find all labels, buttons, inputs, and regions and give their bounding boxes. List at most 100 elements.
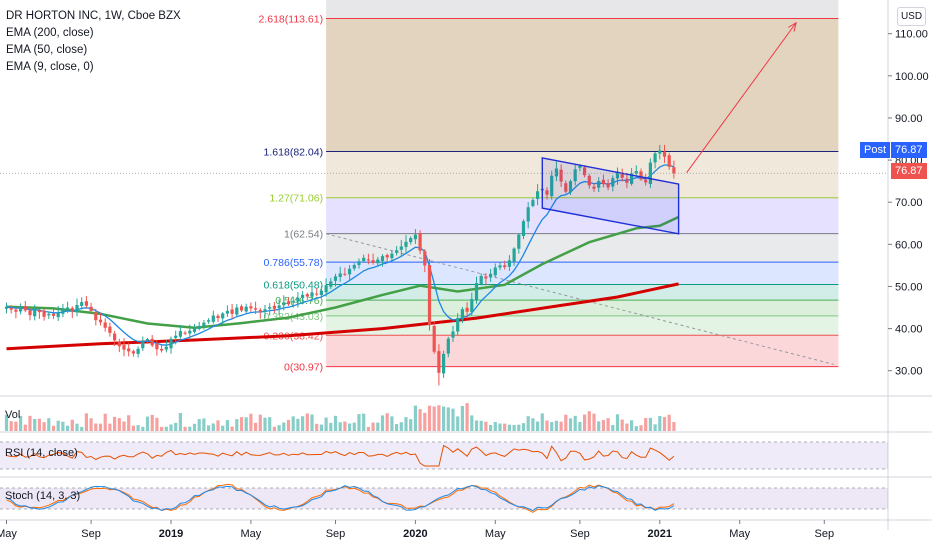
candle-body	[493, 267, 497, 276]
candle-body	[258, 309, 262, 313]
fib-zone	[326, 284, 839, 301]
volume-bar	[658, 415, 662, 431]
candle-body	[376, 259, 380, 264]
volume-bar	[634, 426, 638, 431]
candle-body	[550, 175, 554, 197]
candle-body	[183, 332, 187, 334]
volume-bar	[282, 422, 286, 431]
volume-bar	[286, 419, 291, 431]
candle-body	[484, 276, 488, 279]
volume-bar	[357, 414, 361, 431]
rsi-pane-label[interactable]: RSI (14, close)	[5, 447, 78, 459]
volume-bar	[564, 414, 568, 431]
candle-body	[127, 348, 131, 352]
rsi-band	[0, 442, 888, 469]
candle-body	[160, 348, 164, 351]
candle-body	[286, 301, 291, 305]
candle-body	[70, 308, 74, 312]
candle-body	[380, 256, 385, 262]
volume-pane-label[interactable]: Vol	[5, 409, 21, 421]
candle-body	[84, 301, 88, 306]
candle-body	[512, 248, 516, 262]
candle-body	[136, 348, 140, 354]
candle-body	[371, 260, 375, 263]
candle-body	[498, 265, 502, 268]
candle-body	[145, 339, 150, 341]
candle-body	[554, 168, 558, 177]
candle-body	[230, 309, 234, 314]
candle-body	[536, 191, 540, 199]
x-tick-label: May	[0, 528, 17, 540]
candle-body	[263, 309, 267, 312]
volume-bar	[329, 422, 333, 431]
candle-body	[578, 165, 582, 168]
currency-selector[interactable]: USD	[897, 7, 926, 26]
volume-bar	[183, 426, 187, 431]
volume-bar	[169, 424, 173, 431]
volume-bar	[301, 416, 305, 431]
volume-bar	[540, 413, 544, 431]
volume-bar	[319, 424, 323, 431]
volume-bars	[4, 403, 676, 431]
stoch-pane-label[interactable]: Stoch (14, 3, 3)	[5, 490, 81, 502]
volume-bar	[380, 415, 385, 431]
volume-bar	[155, 417, 159, 431]
volume-bar	[625, 423, 629, 431]
candle-body	[291, 301, 295, 303]
symbol-title[interactable]: DR HORTON INC, 1W, Cboe BZX	[6, 10, 181, 22]
candle-body	[117, 341, 121, 347]
volume-bar	[47, 418, 51, 431]
volume-bar	[230, 426, 234, 431]
volume-bar	[235, 419, 239, 431]
candle-body	[573, 169, 577, 182]
volume-bar	[338, 422, 342, 431]
candles	[4, 144, 676, 386]
candle-body	[625, 178, 629, 183]
volume-bar	[211, 423, 215, 431]
ema-200-line	[6, 282, 679, 351]
candle-body	[526, 207, 530, 222]
candle-body	[507, 260, 511, 267]
candle-body	[19, 307, 23, 312]
candle-body	[329, 281, 333, 287]
candle-body	[75, 305, 79, 313]
ema-9-line	[6, 164, 675, 346]
volume-bar	[28, 415, 32, 431]
volume-bar	[413, 405, 417, 431]
volume-bar	[507, 424, 511, 431]
legend-ema-200[interactable]: EMA (200, close)	[6, 27, 94, 39]
candle-body	[460, 309, 464, 320]
fib-zone	[326, 300, 839, 316]
legend-ema-9[interactable]: EMA (9, close, 0)	[6, 61, 94, 73]
candle-body	[89, 306, 93, 311]
candle-body	[319, 290, 323, 296]
candle-body	[601, 179, 605, 185]
candle-body	[390, 253, 394, 259]
volume-bar	[221, 425, 225, 431]
candle-body	[315, 293, 319, 295]
candle-body	[164, 346, 168, 350]
volume-bar	[37, 418, 41, 431]
candle-body	[399, 246, 403, 250]
volume-bar	[131, 425, 135, 431]
candle-body	[592, 186, 596, 189]
volume-bar	[66, 425, 70, 431]
volume-bar	[667, 414, 671, 431]
legend-ema-50[interactable]: EMA (50, close)	[6, 44, 88, 56]
volume-bar	[648, 417, 652, 431]
volume-bar	[409, 419, 413, 431]
volume-bar	[56, 420, 60, 431]
candle-body	[653, 153, 657, 163]
candle-body	[648, 162, 652, 185]
volume-bar	[465, 403, 469, 431]
volume-bar	[51, 425, 56, 431]
candle-body	[37, 310, 41, 313]
projection-arrow	[686, 22, 797, 174]
volume-bar	[305, 413, 309, 431]
y-tick-label: 110.00	[895, 29, 928, 41]
fib-zone-top	[326, 0, 839, 19]
volume-bar	[442, 406, 446, 431]
candle-body	[169, 338, 173, 349]
volume-bar	[672, 422, 676, 431]
